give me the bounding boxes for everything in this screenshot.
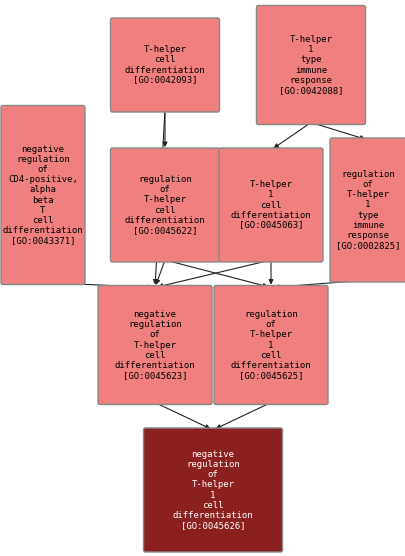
Text: T-helper
cell
differentiation
[GO:0042093]: T-helper cell differentiation [GO:004209… xyxy=(124,46,205,85)
FancyBboxPatch shape xyxy=(110,148,219,262)
Text: regulation
of
T-helper
1
cell
differentiation
[GO:0045625]: regulation of T-helper 1 cell differenti… xyxy=(230,310,311,380)
Text: regulation
of
T-helper
1
type
immune
response
[GO:0002825]: regulation of T-helper 1 type immune res… xyxy=(335,170,399,250)
Text: negative
regulation
of
CD4-positive,
alpha
beta
T
cell
differentiation
[GO:00433: negative regulation of CD4-positive, alp… xyxy=(3,145,83,245)
FancyBboxPatch shape xyxy=(218,148,322,262)
FancyBboxPatch shape xyxy=(329,138,405,282)
FancyBboxPatch shape xyxy=(1,106,85,285)
Text: negative
regulation
of
T-helper
cell
differentiation
[GO:0045623]: negative regulation of T-helper cell dif… xyxy=(114,310,195,380)
Text: regulation
of
T-helper
cell
differentiation
[GO:0045622]: regulation of T-helper cell differentiat… xyxy=(124,175,205,235)
Text: T-helper
1
cell
differentiation
[GO:0045063]: T-helper 1 cell differentiation [GO:0045… xyxy=(230,180,311,230)
FancyBboxPatch shape xyxy=(213,285,327,405)
Text: T-helper
1
type
immune
response
[GO:0042088]: T-helper 1 type immune response [GO:0042… xyxy=(278,36,342,95)
FancyBboxPatch shape xyxy=(143,428,282,552)
FancyBboxPatch shape xyxy=(256,6,364,125)
FancyBboxPatch shape xyxy=(110,18,219,112)
FancyBboxPatch shape xyxy=(98,285,211,405)
Text: negative
regulation
of
T-helper
1
cell
differentiation
[GO:0045626]: negative regulation of T-helper 1 cell d… xyxy=(172,450,253,530)
